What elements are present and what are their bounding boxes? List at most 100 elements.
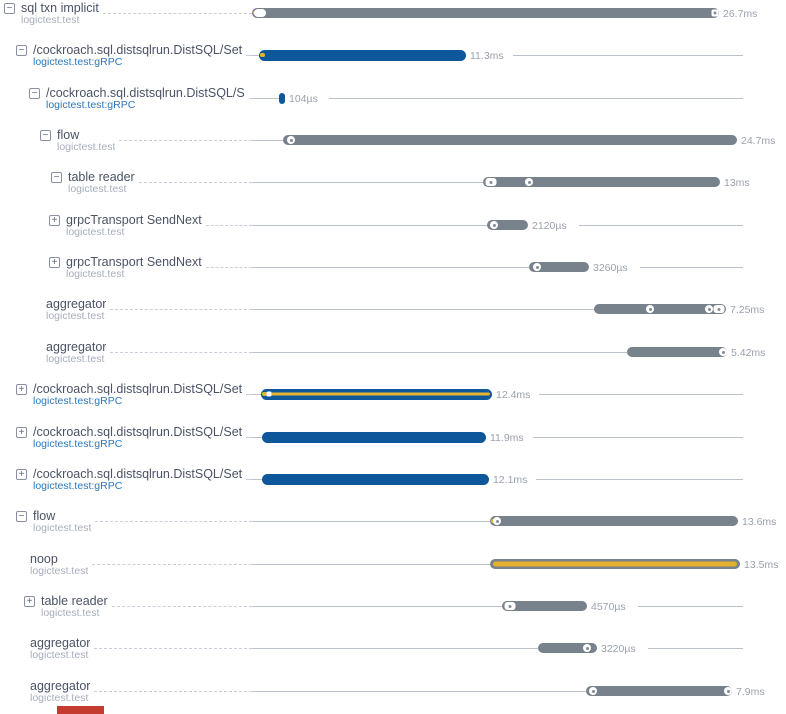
indent-spacer xyxy=(0,127,40,128)
span-label-zone: − sql txn implicit logictest.test xyxy=(0,0,252,42)
lead-line xyxy=(252,267,529,268)
log-event-marker[interactable] xyxy=(493,517,501,525)
leader-dashed-line xyxy=(246,479,252,480)
span-label-zone: + /cockroach.sql.distsqlrun.DistSQL/Set lo… xyxy=(0,381,252,423)
collapse-icon[interactable]: − xyxy=(51,172,62,183)
leader-dashed-line xyxy=(248,98,252,99)
marker-center-dot xyxy=(585,646,589,650)
span-bar[interactable] xyxy=(262,431,486,443)
span-bar[interactable] xyxy=(483,177,720,187)
log-event-marker[interactable] xyxy=(724,687,732,695)
log-event-marker[interactable] xyxy=(719,348,727,356)
lead-line xyxy=(252,182,483,183)
clipped-red-fragment xyxy=(57,706,104,714)
span-duration: 2120µs xyxy=(532,219,567,232)
expand-icon[interactable]: + xyxy=(49,257,60,268)
span-bar[interactable] xyxy=(262,473,489,485)
span-bar[interactable] xyxy=(502,601,587,611)
span-title[interactable]: table reader xyxy=(41,594,108,608)
span-texts: table reader logictest.test xyxy=(68,169,135,195)
leader-dashed-line xyxy=(246,437,252,438)
span-title[interactable]: /cockroach.sql.distsqlrun.DistSQL/Set xyxy=(33,467,243,481)
span-title[interactable]: /cockroach.sql.distsqlrun.DistSQL/Set xyxy=(33,43,243,57)
indent-spacer xyxy=(0,254,49,255)
span-title[interactable]: aggregator xyxy=(30,636,91,650)
leader-dashed-line xyxy=(110,309,252,310)
log-event-marker[interactable] xyxy=(525,178,533,186)
span-duration: 13ms xyxy=(724,176,750,189)
timeline-zone: 24.7ms xyxy=(252,127,786,169)
span-title[interactable]: aggregator xyxy=(46,297,107,311)
span-bar[interactable] xyxy=(594,304,726,314)
span-bar[interactable] xyxy=(490,559,740,569)
span-title[interactable]: table reader xyxy=(68,170,135,184)
collapse-icon[interactable]: − xyxy=(16,45,27,56)
marker-center-dot xyxy=(707,307,711,311)
span-title[interactable]: aggregator xyxy=(46,340,107,354)
span-bar[interactable] xyxy=(538,643,597,653)
trace-row: + /cockroach.sql.distsqlrun.DistSQL/Set lo… xyxy=(0,424,786,466)
collapse-icon[interactable]: − xyxy=(40,130,51,141)
collapse-icon[interactable]: − xyxy=(16,511,27,522)
span-bar[interactable] xyxy=(252,8,719,18)
log-event-marker[interactable] xyxy=(589,687,597,695)
expand-icon[interactable]: + xyxy=(49,215,60,226)
log-event-marker[interactable] xyxy=(705,305,713,313)
collapse-icon[interactable]: − xyxy=(29,88,40,99)
expand-icon[interactable]: + xyxy=(16,469,27,480)
span-label-zone: + /cockroach.sql.distsqlrun.DistSQL/Set lo… xyxy=(0,424,252,466)
span-title[interactable]: /cockroach.sql.distsqlrun.DistSQL/Set xyxy=(33,425,243,439)
span-title[interactable]: flow xyxy=(33,509,56,523)
log-event-marker[interactable] xyxy=(711,9,719,17)
trace-row: + /cockroach.sql.distsqlrun.DistSQL/Set lo… xyxy=(0,466,786,508)
span-title[interactable]: aggregator xyxy=(30,679,91,693)
span-bar[interactable] xyxy=(490,516,738,526)
log-event-marker[interactable] xyxy=(583,644,591,652)
lead-line xyxy=(252,309,594,310)
expand-icon[interactable]: + xyxy=(24,596,35,607)
lead-line xyxy=(252,648,538,649)
span-label-zone: aggregator logictest.test xyxy=(0,678,252,714)
lead-line xyxy=(252,479,262,480)
log-event-marker[interactable] xyxy=(533,263,541,271)
log-event-marker[interactable] xyxy=(485,178,497,186)
span-bar[interactable] xyxy=(283,135,737,145)
log-event-marker[interactable] xyxy=(287,136,295,144)
span-bar[interactable] xyxy=(487,220,528,230)
span-title[interactable]: grpcTransport SendNext xyxy=(66,255,202,269)
span-title[interactable]: noop xyxy=(30,552,58,566)
indent-spacer xyxy=(0,0,4,1)
log-event-marker[interactable] xyxy=(713,305,725,313)
span-title[interactable]: /cockroach.sql.distsqlrun.DistSQL/Set xyxy=(33,382,243,396)
span-label-zone: − flow logictest.test xyxy=(0,127,252,169)
timeline-zone: 13ms xyxy=(252,169,786,211)
log-event-marker[interactable] xyxy=(504,602,516,610)
lead-line xyxy=(252,606,502,607)
trace-row: aggregator logictest.test 7.25ms xyxy=(0,296,786,338)
span-bar[interactable] xyxy=(529,262,589,272)
span-title[interactable]: /cockroach.sql.distsqlrun.DistSQL/S xyxy=(46,86,245,100)
marker-center-dot xyxy=(717,307,721,311)
log-event-marker[interactable] xyxy=(266,391,272,397)
span-title[interactable]: sql txn implicit xyxy=(21,1,99,15)
expand-icon[interactable]: + xyxy=(16,427,27,438)
span-bar[interactable] xyxy=(261,388,492,400)
trace-row: aggregator logictest.test 3220µs xyxy=(0,635,786,677)
span-title[interactable]: grpcTransport SendNext xyxy=(66,213,202,227)
span-bar[interactable] xyxy=(259,49,466,61)
collapse-icon[interactable]: − xyxy=(4,3,15,14)
expand-icon[interactable]: + xyxy=(16,384,27,395)
span-title[interactable]: flow xyxy=(57,128,80,142)
leader-dashed-line xyxy=(94,691,252,692)
span-subtitle: logictest.test xyxy=(30,649,89,661)
marker-center-dot xyxy=(726,689,730,693)
span-bar[interactable] xyxy=(279,92,285,104)
trail-line xyxy=(539,394,743,395)
log-event-marker[interactable] xyxy=(490,221,498,229)
indent-spacer xyxy=(0,466,16,467)
span-bar[interactable] xyxy=(627,347,727,357)
log-event-marker[interactable] xyxy=(646,305,654,313)
span-bar[interactable] xyxy=(586,686,732,696)
log-event-marker[interactable] xyxy=(254,9,266,17)
timeline-zone: 104µs xyxy=(252,85,786,127)
